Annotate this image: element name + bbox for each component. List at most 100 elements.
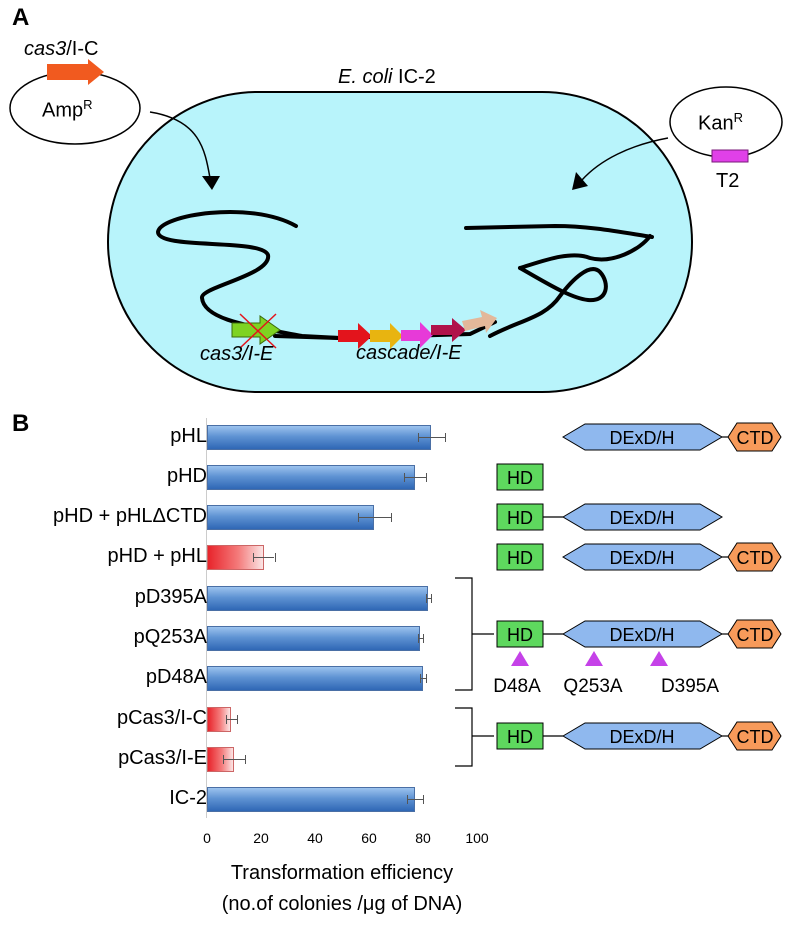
ctd-text: CTD — [737, 548, 774, 568]
bar-4 — [207, 586, 429, 611]
ctd-domain — [727, 721, 782, 751]
x-axis-title-line2: (no.of colonies /μg of DNA) — [221, 893, 463, 915]
host-label-rest: IC-2 — [392, 66, 436, 88]
bar-label-phl: pHL — [170, 425, 207, 447]
error-cap-9-0 — [406, 795, 408, 804]
bar-8 — [207, 747, 234, 772]
bar-0 — [207, 425, 432, 450]
dexdh-text: DExD/H — [609, 508, 674, 528]
panel-a-diagram — [9, 59, 783, 393]
bar-6 — [207, 666, 423, 691]
dexdh-text: DExD/H — [609, 428, 674, 448]
panel-b-label: B — [12, 410, 30, 437]
error-cap-7-0 — [225, 715, 227, 724]
hd-text: HD — [507, 468, 533, 488]
ctd-text: CTD — [737, 727, 774, 747]
hd-domain — [496, 543, 544, 571]
error-cap-4-1 — [431, 594, 433, 603]
error-cap-2-0 — [358, 513, 360, 522]
host-label: E. coli IC-2 — [338, 66, 436, 89]
bar-label-pd48a: pD48A — [145, 666, 207, 688]
t2-target — [711, 149, 749, 163]
hd-domain — [496, 463, 544, 491]
error-bar-5 — [417, 638, 423, 639]
hd-domain — [496, 620, 544, 648]
bar-label-phd: pHD — [166, 465, 207, 487]
error-bar-8 — [223, 759, 245, 760]
cas3-ie-label: cas3/I-E — [200, 343, 274, 365]
panel-a-label: A — [12, 4, 30, 31]
schematic-phd: HD — [496, 463, 544, 491]
error-cap-1-0 — [404, 473, 406, 482]
dexdh-domain — [562, 503, 723, 531]
cas3-ic-gene-italic: cas3 — [24, 38, 67, 60]
error-cap-3-0 — [252, 553, 254, 562]
cascade-gene-4 — [431, 318, 466, 342]
error-bar-2 — [358, 517, 391, 518]
error-bar-9 — [406, 799, 423, 800]
arrow-right-in — [581, 137, 669, 181]
kanr-sup: R — [733, 110, 743, 125]
error-cap-5-1 — [423, 634, 424, 643]
error-bar-7 — [225, 719, 237, 720]
error-cap-9-1 — [423, 795, 424, 804]
error-cap-6-0 — [420, 674, 422, 683]
error-bar-0 — [417, 437, 445, 438]
bar-5 — [207, 626, 421, 651]
error-cap-5-0 — [417, 634, 419, 643]
cascade-gene-2 — [370, 323, 403, 349]
hd-text: HD — [507, 727, 533, 747]
ctd-domain — [727, 619, 782, 649]
error-cap-1-1 — [425, 473, 427, 482]
dexdh-text: DExD/H — [609, 727, 674, 747]
error-cap-8-0 — [223, 755, 225, 764]
mutation-label-d48a: D48A — [493, 676, 541, 697]
bar-label-pcas3-ic: pCas3/I-C — [116, 707, 207, 729]
bracket-cas3 — [455, 707, 473, 767]
dexdh-text: DExD/H — [609, 625, 674, 645]
bar-1 — [207, 465, 415, 490]
error-bar-4 — [425, 598, 432, 599]
x-tick-20: 20 — [253, 830, 269, 846]
x-axis-title-line1: Transformation efficiency — [230, 862, 454, 884]
schematic-phd-phl: HD DExD/H CTD — [496, 542, 782, 572]
ampr-label: AmpR — [42, 97, 93, 123]
mutation-label-q253a: Q253A — [563, 676, 622, 697]
error-cap-6-1 — [425, 674, 427, 683]
schematic-mutants: HD DExD/H CTD D48A Q253A D395A — [493, 619, 782, 697]
kanr-text: Kan — [698, 112, 734, 135]
bar-label-phd-phl: pHD + pHL — [107, 545, 208, 567]
error-bar-3 — [252, 557, 275, 558]
error-cap-8-1 — [244, 755, 246, 764]
chromosome — [155, 209, 342, 340]
dexdh-text: DExD/H — [609, 548, 674, 568]
y-axis-line — [206, 418, 207, 818]
mutation-marker-q253a — [585, 651, 603, 666]
mutation-marker-d395a — [650, 651, 668, 666]
cas3-ic-label: cas3/I-C — [24, 38, 98, 61]
schematic-phd-phlactd: HD DExD/H — [496, 503, 723, 531]
hd-text: HD — [507, 508, 533, 528]
schematic-phl: DExD/H CTD — [562, 422, 782, 452]
bar-label-pq253a: pQ253A — [133, 626, 207, 648]
cascade-gene-3 — [401, 322, 433, 348]
cas3-ic-arrow — [47, 59, 104, 85]
hd-text: HD — [507, 548, 533, 568]
bar-label-pcas3-ie: pCas3/I-E — [118, 747, 207, 769]
error-bar-1 — [404, 477, 426, 478]
mutation-label-d395a: D395A — [661, 676, 719, 697]
hd-text: HD — [507, 625, 533, 645]
ctd-domain — [727, 542, 782, 572]
error-cap-3-1 — [274, 553, 276, 562]
error-bar-6 — [420, 678, 426, 679]
host-label-italic: E. coli — [338, 66, 393, 88]
ctd-text: CTD — [737, 428, 774, 448]
bar-9 — [207, 787, 415, 812]
schematic-cas3: HD DExD/H CTD — [496, 721, 782, 751]
error-cap-7-1 — [236, 715, 238, 724]
cross-line-2 — [239, 313, 277, 349]
mutation-marker-d48a — [511, 651, 529, 666]
hd-domain — [496, 722, 544, 750]
